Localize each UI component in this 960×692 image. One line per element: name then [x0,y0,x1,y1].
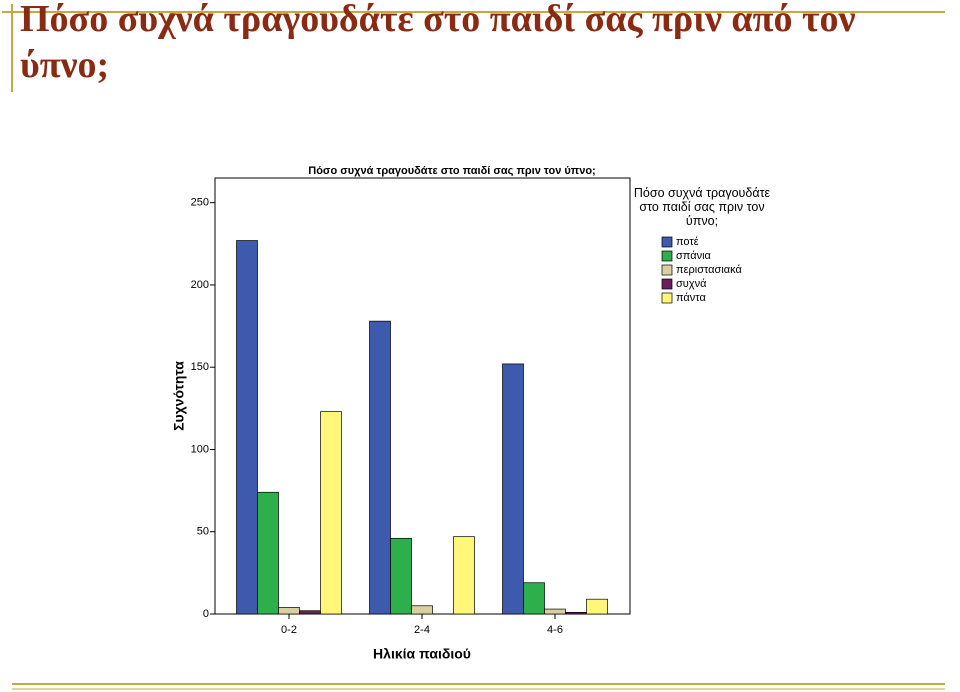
legend-title: Πόσο συχνά τραγουδάτε στο παιδί σας πριν… [633,186,771,228]
x-tick-label: 4-6 [547,624,563,636]
y-tick-label: 100 [191,443,209,455]
x-tick-label: 2-4 [414,624,430,636]
bar [411,605,433,615]
bar [236,240,258,615]
y-tick-label: 250 [191,197,209,209]
bar [390,537,412,615]
y-tick-label: 50 [197,526,209,538]
legend-label: πάντα [676,292,706,304]
y-tick-label: 0 [203,608,209,620]
x-axis-label: Ηλικία παιδιού [373,646,471,662]
bar [502,363,524,615]
bar [369,320,391,615]
bar [257,491,279,615]
legend-label: περιστασιακά [676,264,742,276]
bar [453,536,475,615]
y-axis-label: Συχνότητα [171,361,187,431]
bar [299,610,321,615]
legend-swatch [661,278,673,290]
x-tick-label: 0-2 [281,624,297,636]
legend-label: συχνά [676,278,707,290]
y-tick-label: 150 [191,361,209,373]
legend-swatch [661,236,673,248]
chart-title: Πόσο συχνά τραγουδάτε στο παιδί σας πριν… [308,165,595,177]
legend-label: ποτέ [676,236,699,248]
legend-swatch [661,250,673,262]
legend-swatch [661,292,673,304]
bar [565,612,587,615]
bar [278,607,300,615]
bar [320,411,342,615]
slide-title: Πόσο συχνά τραγουδάτε στο παιδί σας πριν… [20,0,856,86]
legend-label: σπάνια [676,250,712,262]
legend-swatch [661,264,673,276]
bar [544,608,566,615]
bar [586,598,608,615]
bar [523,582,545,615]
y-tick-label: 200 [191,279,209,291]
